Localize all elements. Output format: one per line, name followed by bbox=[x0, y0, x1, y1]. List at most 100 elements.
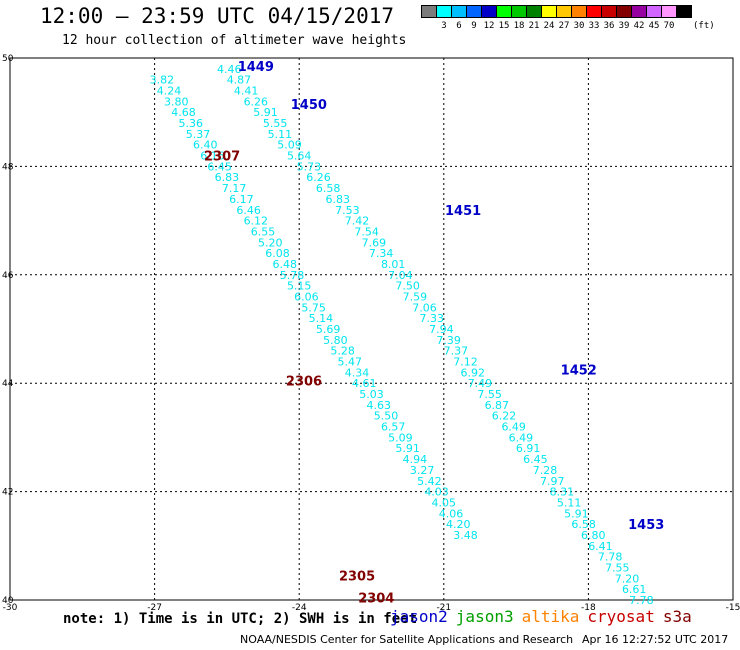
wave-height-value: 7.78 bbox=[629, 594, 654, 607]
wave-height-value: 7.55 bbox=[605, 561, 630, 574]
wave-height-value: 5.69 bbox=[316, 323, 341, 336]
wave-height-value: 4.05 bbox=[432, 496, 457, 509]
legend-label: 24 bbox=[543, 21, 555, 31]
wave-height-value: 6.12 bbox=[244, 215, 269, 228]
y-tick-label: 50 bbox=[2, 54, 14, 64]
wave-height-value: 5.36 bbox=[179, 117, 204, 130]
legend-label: 45 bbox=[648, 21, 660, 31]
wave-height-value: 7.69 bbox=[362, 236, 387, 249]
wave-height-value: 7.42 bbox=[345, 215, 370, 228]
wave-height-value: 5.91 bbox=[395, 442, 420, 455]
wave-height-value: 5.55 bbox=[263, 117, 288, 130]
wave-height-value: 7.37 bbox=[444, 345, 469, 358]
page-title: 12:00 — 23:59 UTC 04/15/2017 bbox=[40, 4, 395, 28]
legend-label-row: 3 6 9 12 15 18 21 24 27 30 33 36 39 42 45 70 (ft) bbox=[421, 18, 715, 31]
wave-height-value: 4.34 bbox=[345, 366, 370, 379]
legend-label: 6 bbox=[456, 21, 462, 31]
wave-height-value: 6.58 bbox=[316, 182, 341, 195]
legend-label: 15 bbox=[498, 21, 510, 31]
legend-label: 33 bbox=[588, 21, 600, 31]
wave-height-value: 5.50 bbox=[374, 410, 399, 423]
x-tick-label: -30 bbox=[3, 603, 18, 613]
wave-height-value: 7.54 bbox=[354, 225, 379, 238]
wave-height-value: 4.87 bbox=[227, 74, 252, 87]
wave-height-value: 7.97 bbox=[540, 475, 565, 488]
wave-height-value: 5.09 bbox=[277, 139, 302, 152]
wave-height-value: 6.22 bbox=[492, 410, 517, 423]
timestamp: Apr 16 12:27:52 UTC 2017 bbox=[582, 633, 729, 646]
wave-height-value: 5.37 bbox=[186, 128, 211, 141]
wave-height-value: 6.26 bbox=[306, 171, 331, 184]
pass-number-label: 2306 bbox=[286, 374, 322, 389]
legend-swatch-row bbox=[421, 5, 715, 18]
pass-number-label: 1449 bbox=[238, 60, 274, 75]
wave-height-value: 4.03 bbox=[424, 486, 449, 499]
wave-height-value: 7.53 bbox=[335, 204, 360, 217]
wave-height-value: 8.01 bbox=[381, 258, 406, 271]
legend-label: 30 bbox=[573, 21, 585, 31]
legend-label: 21 bbox=[528, 21, 540, 31]
wave-height-value: 4.94 bbox=[403, 453, 428, 466]
wave-height-value: 6.17 bbox=[229, 193, 254, 206]
footer-note: note: 1) Time is in UTC; 2) SWH is in fe… bbox=[63, 611, 418, 627]
y-tick-label: 46 bbox=[2, 271, 14, 281]
wave-height-value: 5.91 bbox=[253, 106, 278, 119]
wave-height-value: 7.55 bbox=[477, 388, 502, 401]
y-tick-label: 42 bbox=[2, 488, 13, 498]
page-subtitle: 12 hour collection of altimeter wave hei… bbox=[62, 33, 407, 48]
wave-height-value: 3.27 bbox=[410, 464, 435, 477]
wave-height-value: 3.48 bbox=[453, 529, 478, 542]
legend-label: 70 bbox=[663, 21, 675, 31]
wave-height-value: 5.14 bbox=[309, 312, 334, 325]
satellite-name: jason3 bbox=[455, 607, 514, 626]
pass-number-label: 1452 bbox=[561, 364, 597, 379]
wave-height-value: 6.91 bbox=[516, 442, 541, 455]
wave-height-value: 6.49 bbox=[501, 421, 526, 434]
satellite-legend: jason2 jason3 altika cryosat s3a bbox=[390, 607, 700, 626]
wave-height-value: 5.11 bbox=[557, 496, 582, 509]
wave-height-value: 4.24 bbox=[157, 85, 182, 98]
wave-height-value: 4.46 bbox=[217, 63, 242, 76]
satellite-name: s3a bbox=[662, 607, 692, 626]
wave-height-value: 6.55 bbox=[251, 225, 276, 238]
satellite-name: cryosat bbox=[587, 607, 655, 626]
wave-height-value: 6.57 bbox=[381, 421, 406, 434]
wave-height-value: 5.91 bbox=[564, 507, 589, 520]
wave-height-value: 5.28 bbox=[330, 345, 355, 358]
wave-height-value: 7.59 bbox=[403, 290, 428, 303]
wave-height-value: 6.58 bbox=[571, 518, 596, 531]
wave-height-value: 7.28 bbox=[533, 464, 558, 477]
x-tick-label: -21 bbox=[436, 603, 451, 613]
wave-height-value: 6.92 bbox=[460, 366, 485, 379]
wave-height-value: 7.50 bbox=[395, 280, 420, 293]
wave-height-value: 7.06 bbox=[412, 301, 437, 314]
wave-height-value: 4.61 bbox=[352, 377, 377, 390]
wave-height-value: 7.94 bbox=[429, 323, 454, 336]
legend-label: 18 bbox=[513, 21, 525, 31]
x-tick-label: -24 bbox=[292, 603, 307, 613]
wave-height-value: 6.49 bbox=[509, 431, 534, 444]
wave-height-value: 7.12 bbox=[453, 356, 478, 369]
wave-height-value: 6.80 bbox=[581, 529, 606, 542]
legend-label: 9 bbox=[471, 21, 477, 31]
wave-height-value: 3.80 bbox=[164, 95, 189, 108]
wave-height-value: 7.34 bbox=[369, 247, 394, 260]
wave-height-value: 6.41 bbox=[588, 540, 613, 553]
wave-height-value: 5.78 bbox=[280, 269, 305, 282]
wave-height-value: 6.40 bbox=[193, 139, 218, 152]
wave-height-value: 6.45 bbox=[207, 160, 232, 173]
wave-height-value: 5.11 bbox=[268, 128, 293, 141]
pass-number-label: 1453 bbox=[628, 518, 664, 533]
wave-height-value: 5.09 bbox=[388, 431, 413, 444]
wave-height-value: 5.47 bbox=[338, 356, 363, 369]
wave-height-value: 6.16 bbox=[200, 150, 225, 163]
y-tick-label: 44 bbox=[2, 379, 14, 389]
wave-height-value: 6.06 bbox=[294, 290, 319, 303]
satellite-name: jason2 bbox=[390, 607, 448, 626]
wave-height-value: 6.26 bbox=[244, 95, 269, 108]
legend-unit: (ft) bbox=[693, 21, 715, 31]
wave-height-value: 7.78 bbox=[598, 551, 623, 564]
x-tick-label: -15 bbox=[726, 603, 740, 613]
